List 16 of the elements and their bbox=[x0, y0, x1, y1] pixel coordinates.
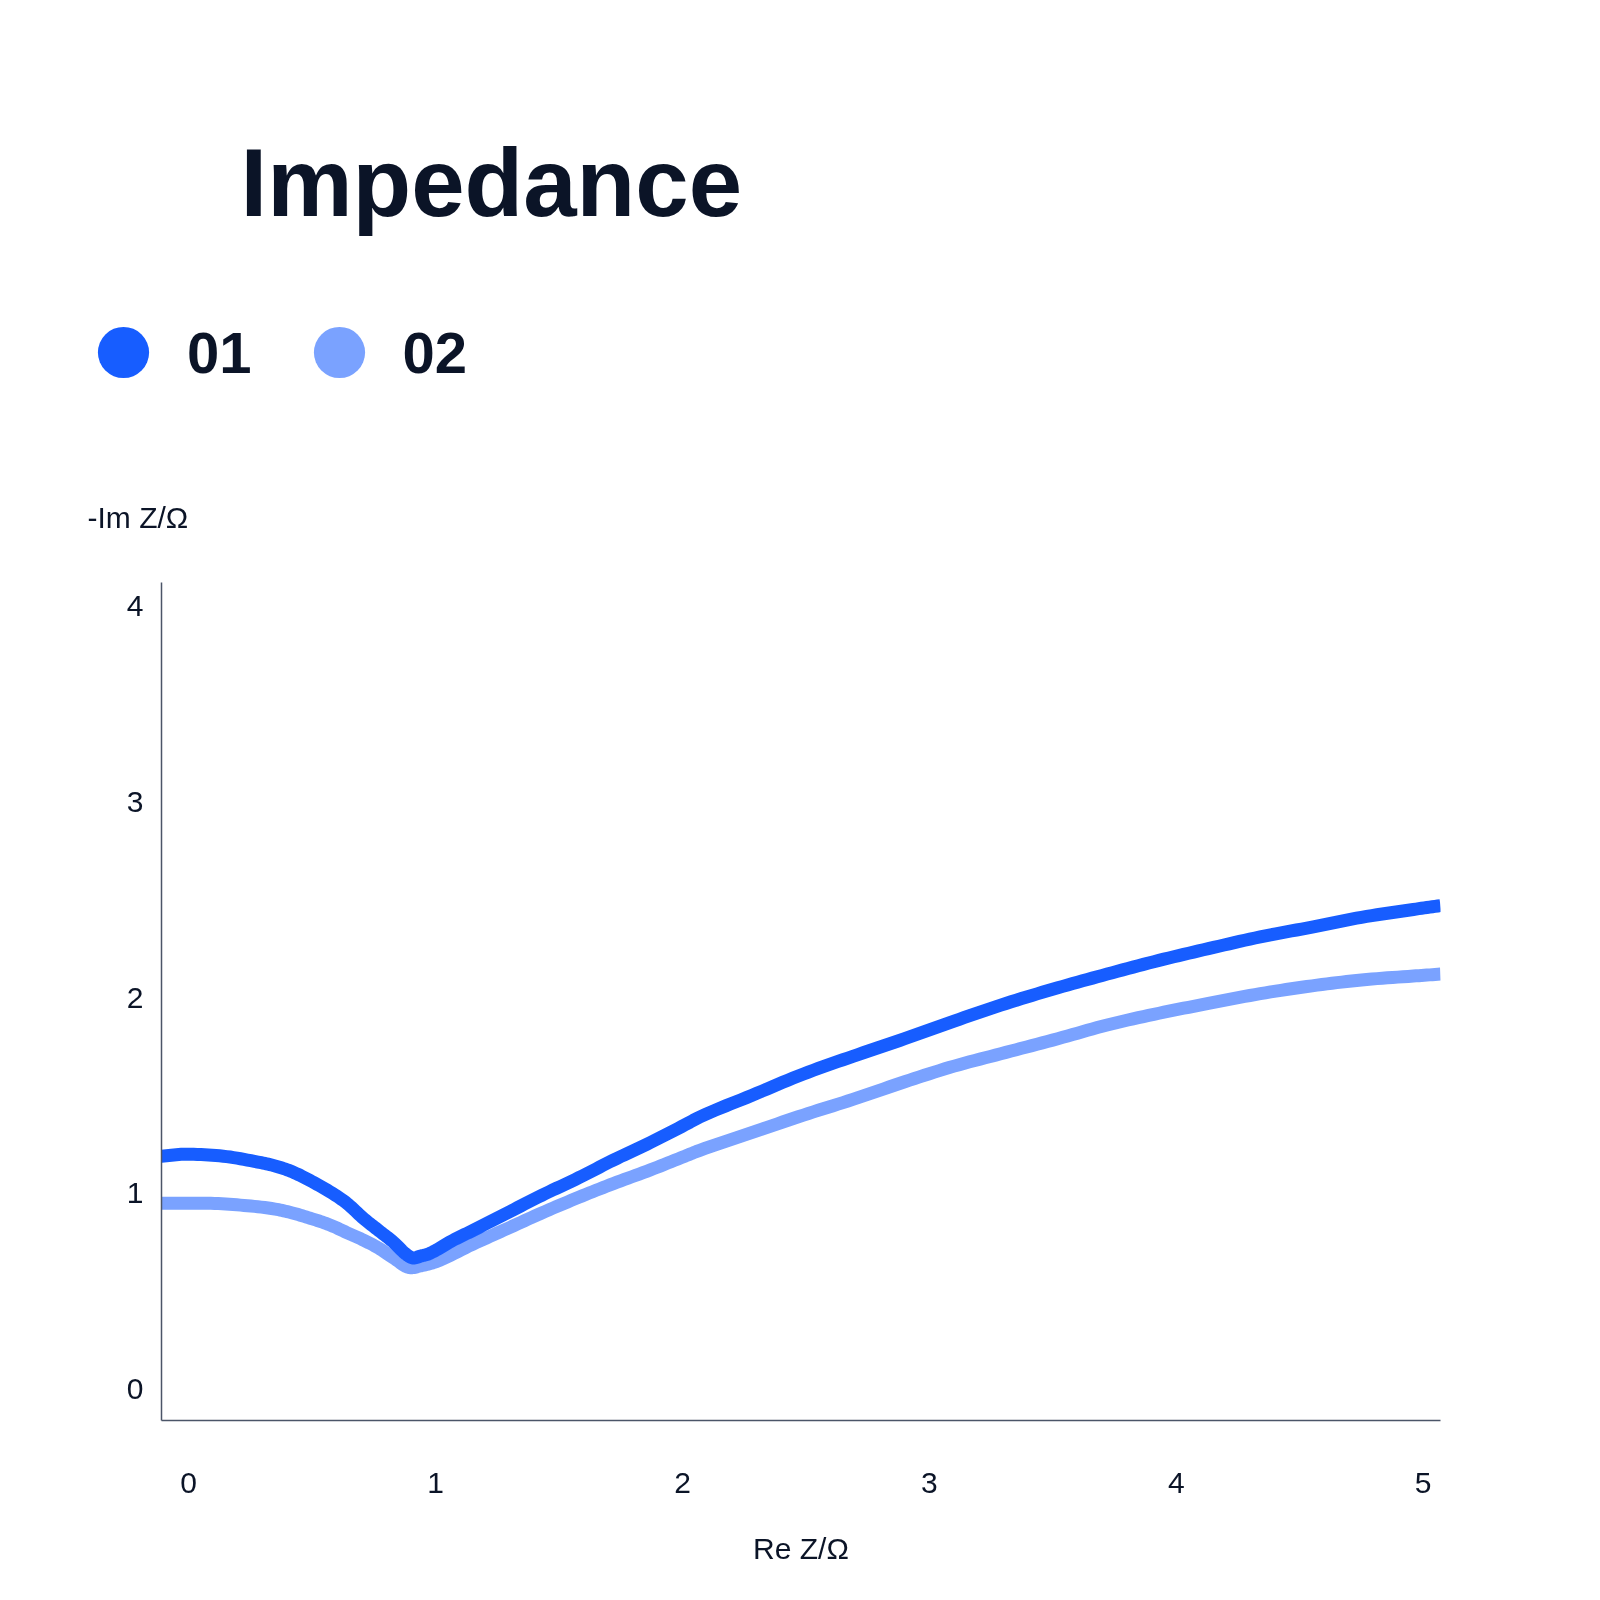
x-tick-label: 0 bbox=[180, 1465, 198, 1499]
y-tick-label: 3 bbox=[126, 784, 144, 818]
chart-title: Impedance bbox=[240, 129, 743, 236]
x-tick-label: 4 bbox=[1167, 1465, 1185, 1499]
y-axis-title: -Im Z/Ω bbox=[87, 500, 189, 534]
x-tick-label: 2 bbox=[674, 1465, 691, 1499]
legend-label: 01 bbox=[187, 318, 252, 386]
x-tick-label: 5 bbox=[1414, 1465, 1432, 1499]
x-tick-label: 3 bbox=[921, 1465, 938, 1499]
x-axis-title: Re Z/Ω bbox=[753, 1531, 849, 1565]
y-tick-label: 4 bbox=[126, 589, 144, 622]
y-tick-label: 0 bbox=[126, 1372, 144, 1406]
x-tick-label: 1 bbox=[427, 1465, 444, 1499]
y-tick-label: 1 bbox=[126, 1176, 144, 1210]
legend-label: 02 bbox=[402, 318, 468, 386]
y-tick-label: 2 bbox=[126, 980, 144, 1014]
